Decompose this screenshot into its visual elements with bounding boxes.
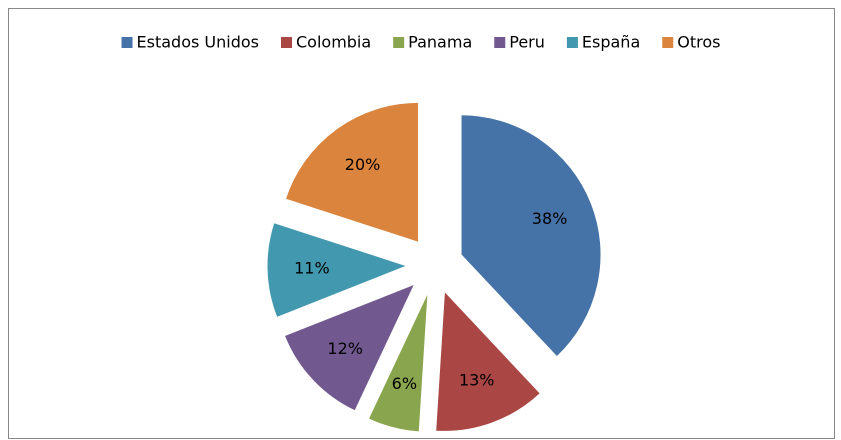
legend-item: Estados Unidos [121,33,259,52]
legend-label: Panama [408,33,472,52]
pie-slice [284,101,420,244]
pie-slice [266,221,409,319]
pie-slice [460,114,602,358]
legend-label: Otros [677,33,720,52]
data-label: 38% [532,209,568,228]
legend-swatch [566,37,578,48]
legend-item: Otros [662,33,720,52]
data-label: 12% [327,339,363,358]
legend-swatch [280,37,292,48]
legend-item: Colombia [280,33,371,52]
data-label: 6% [392,374,417,393]
pie-slice [435,290,542,432]
data-label: 20% [345,155,381,174]
legend: Estados Unidos Colombia Panama Peru España Ot… [121,33,720,52]
legend-label: España [582,33,640,52]
data-label: 13% [459,370,495,389]
legend-item: Panama [393,33,472,52]
legend-item: Peru [494,33,545,52]
legend-swatch [662,37,674,48]
pie-slice [367,291,429,433]
legend-item: España [566,33,640,52]
legend-label: Peru [509,33,545,52]
legend-swatch [393,37,405,48]
data-label: 11% [294,258,330,277]
legend-label: Estados Unidos [137,33,259,52]
legend-swatch [121,37,133,48]
pie: 38% 13% 6% 12% 11% 20% [266,101,602,433]
legend-swatch [494,37,506,48]
legend-label: Colombia [296,33,371,52]
pie-slice [283,283,416,412]
